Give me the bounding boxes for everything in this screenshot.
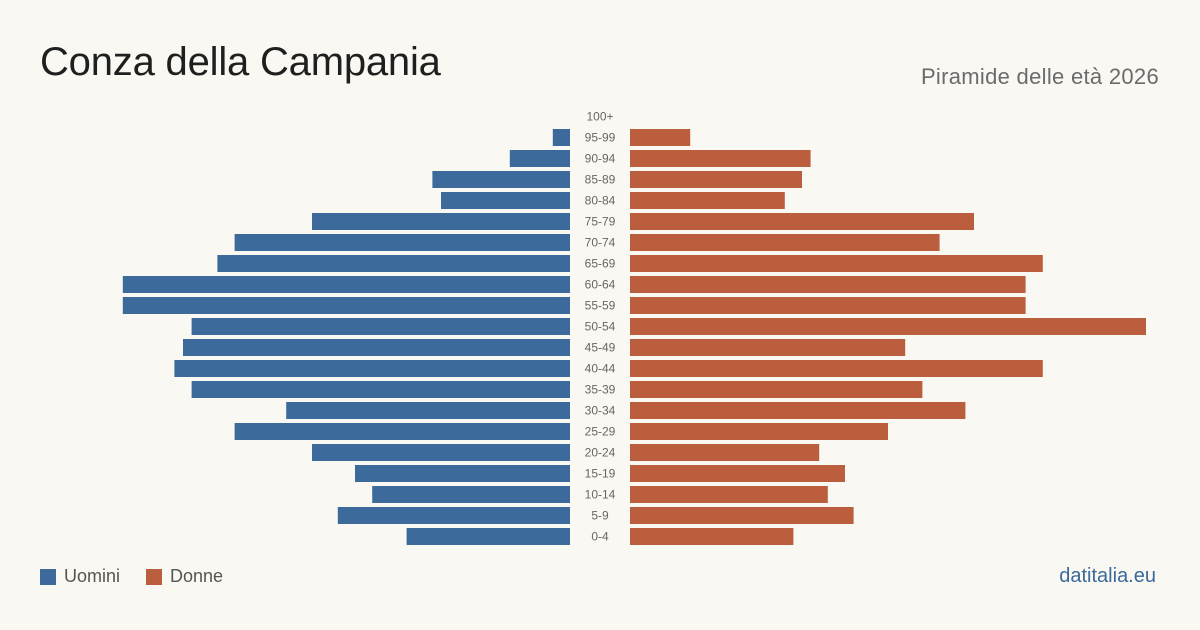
bar-women-50-54 [630, 318, 1146, 335]
legend-swatch-women [146, 568, 163, 585]
age-label-60-64: 60-64 [585, 278, 616, 292]
bar-women-45-49 [630, 339, 906, 356]
bar-men-25-29 [234, 423, 570, 440]
legend-item-men: Uomini [40, 566, 120, 587]
bar-women-70-74 [630, 234, 940, 251]
age-label-0-4: 0-4 [591, 530, 609, 544]
legend-label-women: Donne [170, 566, 224, 586]
bar-women-90-94 [630, 150, 811, 167]
age-label-35-39: 35-39 [585, 383, 616, 397]
age-label-85-89: 85-89 [585, 173, 616, 187]
age-label-70-74: 70-74 [585, 236, 616, 250]
bar-women-85-89 [630, 171, 802, 188]
age-label-25-29: 25-29 [585, 425, 616, 439]
age-label-50-54: 50-54 [585, 320, 616, 334]
age-label-45-49: 45-49 [585, 341, 616, 355]
bar-men-65-69 [217, 255, 570, 272]
bar-women-60-64 [630, 276, 1026, 293]
bar-women-55-59 [630, 297, 1026, 314]
age-label-20-24: 20-24 [585, 446, 616, 460]
bar-men-85-89 [432, 171, 570, 188]
bar-men-50-54 [191, 318, 570, 335]
bar-men-60-64 [122, 276, 571, 293]
bar-men-90-94 [509, 150, 570, 167]
legend-label-men: Uomini [64, 566, 121, 586]
legend-swatch-men [40, 568, 56, 585]
bar-men-80-84 [441, 192, 570, 209]
bar-men-70-74 [234, 234, 570, 251]
brand-link[interactable]: datitalia.eu [1059, 565, 1156, 587]
age-label-5-9: 5-9 [591, 509, 609, 523]
bar-men-5-9 [337, 507, 570, 524]
bar-men-35-39 [191, 381, 570, 398]
chart-subtitle: Piramide delle età 2026 [920, 64, 1159, 89]
age-label-55-59: 55-59 [585, 299, 616, 313]
age-label-40-44: 40-44 [585, 362, 616, 376]
bar-women-30-34 [630, 402, 966, 419]
age-label-30-34: 30-34 [585, 404, 616, 418]
age-label-75-79: 75-79 [585, 215, 616, 229]
bar-men-95-99 [552, 129, 570, 146]
bar-men-40-44 [174, 360, 570, 377]
bar-men-0-4 [406, 528, 570, 545]
bar-women-10-14 [630, 486, 828, 503]
bar-women-40-44 [630, 360, 1043, 377]
bar-women-20-24 [630, 444, 820, 461]
bar-women-75-79 [630, 213, 974, 230]
age-label-100+: 100+ [586, 110, 613, 124]
bar-men-10-14 [372, 486, 570, 503]
page-title: Conza della Campania [40, 40, 441, 84]
bar-men-15-19 [355, 465, 570, 482]
bar-women-95-99 [630, 129, 691, 146]
bar-women-80-84 [630, 192, 785, 209]
legend-item-women: Donne [146, 566, 223, 587]
bar-men-55-59 [122, 297, 571, 314]
age-label-80-84: 80-84 [585, 194, 616, 208]
age-label-90-94: 90-94 [585, 152, 616, 166]
age-label-15-19: 15-19 [585, 467, 616, 481]
bar-men-30-34 [286, 402, 570, 419]
bar-men-45-49 [183, 339, 570, 356]
bar-women-5-9 [630, 507, 854, 524]
bar-women-0-4 [630, 528, 794, 545]
bar-women-65-69 [630, 255, 1043, 272]
bar-women-15-19 [630, 465, 845, 482]
legend: Uomini Donne [40, 566, 223, 587]
bar-women-25-29 [630, 423, 888, 440]
bar-men-75-79 [312, 213, 570, 230]
age-label-65-69: 65-69 [585, 257, 616, 271]
age-label-95-99: 95-99 [585, 131, 616, 145]
bar-men-20-24 [312, 444, 570, 461]
age-label-10-14: 10-14 [585, 488, 616, 502]
bar-women-35-39 [630, 381, 923, 398]
